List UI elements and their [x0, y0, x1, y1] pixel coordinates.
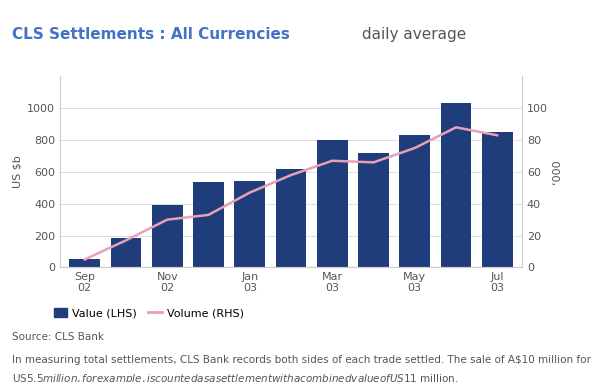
- Bar: [317, 140, 348, 267]
- Bar: [110, 238, 142, 267]
- Bar: [440, 103, 472, 267]
- Y-axis label: ‘000: ‘000: [552, 160, 562, 184]
- Bar: [234, 181, 265, 267]
- Legend: Value (LHS), Volume (RHS): Value (LHS), Volume (RHS): [53, 308, 244, 319]
- Y-axis label: US $b: US $b: [13, 155, 23, 188]
- Bar: [275, 169, 307, 267]
- Bar: [152, 205, 183, 267]
- Text: In measuring total settlements, CLS Bank records both sides of each trade settle: In measuring total settlements, CLS Bank…: [12, 355, 591, 365]
- Bar: [482, 132, 513, 267]
- Text: US$5.5 million, for example, is counted as a settlement with a combined value of: US$5.5 million, for example, is counted …: [12, 372, 458, 382]
- Text: CLS Settlements : All Currencies: CLS Settlements : All Currencies: [12, 27, 290, 42]
- Text: Source: CLS Bank: Source: CLS Bank: [12, 332, 104, 342]
- Bar: [358, 153, 389, 267]
- Text: daily average: daily average: [357, 27, 466, 42]
- Bar: [69, 259, 100, 267]
- Bar: [193, 182, 224, 267]
- Bar: [399, 135, 430, 267]
